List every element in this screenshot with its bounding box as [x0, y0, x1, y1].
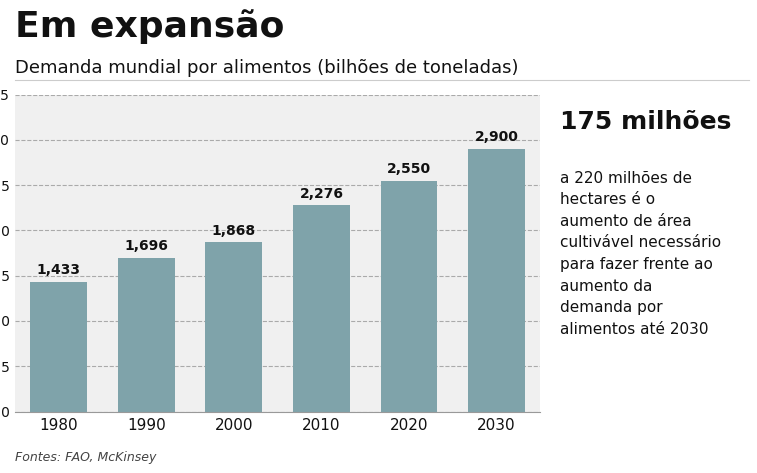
Text: 1,868: 1,868: [212, 224, 256, 238]
Text: 175 milhões: 175 milhões: [559, 110, 731, 134]
Bar: [468, 149, 525, 412]
Text: 2,550: 2,550: [387, 162, 431, 176]
Bar: [205, 242, 263, 412]
Bar: [381, 181, 438, 412]
Text: 1,433: 1,433: [37, 263, 81, 277]
Bar: [118, 258, 175, 412]
Text: Fontes: FAO, McKinsey: Fontes: FAO, McKinsey: [15, 451, 157, 464]
Bar: [293, 205, 350, 412]
Text: a 220 milhões de
hectares é o
aumento de área
cultivável necessário
para fazer f: a 220 milhões de hectares é o aumento de…: [559, 171, 721, 337]
Bar: [30, 282, 87, 412]
Text: 2,900: 2,900: [475, 131, 519, 144]
Text: 1,696: 1,696: [124, 239, 168, 254]
Text: Demanda mundial por alimentos (bilhões de toneladas): Demanda mundial por alimentos (bilhões d…: [15, 59, 519, 77]
Text: Em expansão: Em expansão: [15, 9, 285, 44]
Text: 2,276: 2,276: [300, 187, 344, 201]
